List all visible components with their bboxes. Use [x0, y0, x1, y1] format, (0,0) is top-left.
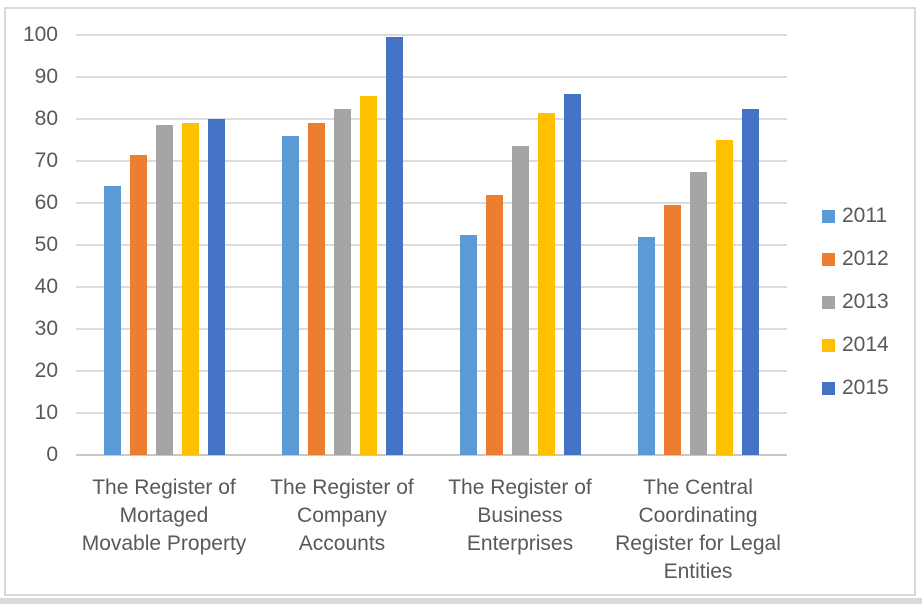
- y-axis-tick-label: 80: [34, 107, 58, 130]
- gridline: [76, 160, 787, 162]
- category-label: The Register of Company Accounts: [270, 476, 414, 555]
- legend-item: 2013: [822, 288, 889, 316]
- legend-item: 2014: [822, 331, 889, 359]
- bar-2015: [208, 119, 226, 455]
- category-label: The Register of Mortaged Movable Propert…: [81, 476, 247, 555]
- bar-2012: [485, 194, 503, 455]
- y-axis-tick-label: 70: [34, 149, 58, 172]
- gridline: [76, 328, 787, 330]
- y-axis-tick-label: 0: [46, 443, 58, 466]
- gridline: [76, 76, 787, 78]
- bar-2011: [104, 186, 122, 455]
- legend-swatch-2013-icon: [822, 295, 835, 309]
- y-axis-tick-label: 40: [34, 275, 58, 298]
- gridline: [76, 202, 787, 204]
- bar-2014: [182, 123, 200, 455]
- gridline: [76, 34, 787, 36]
- bar-2011: [282, 135, 300, 455]
- y-axis-tick-label: 50: [34, 233, 58, 256]
- legend-label: 2012: [842, 247, 889, 270]
- bar-2011: [637, 236, 655, 455]
- bar-2014: [360, 95, 378, 455]
- bar-2015: [386, 37, 404, 455]
- legend-item: 2015: [822, 374, 889, 402]
- legend-swatch-2014-icon: [822, 338, 835, 352]
- y-axis-tick-label: 90: [34, 65, 58, 88]
- bar-2015: [741, 108, 759, 455]
- legend-item: 2011: [822, 202, 887, 230]
- bar-2012: [663, 205, 681, 455]
- gridline: [76, 412, 787, 414]
- gridline: [76, 286, 787, 288]
- legend-label: 2011: [842, 204, 888, 227]
- y-axis-tick-label: 100: [22, 23, 58, 46]
- bar-2014: [537, 112, 555, 455]
- bar-2014: [715, 140, 733, 455]
- legend-item: 2012: [822, 245, 889, 273]
- y-axis-tick-label: 60: [34, 191, 58, 214]
- category-label: The Register of Business Enterprises: [448, 476, 592, 555]
- legend-swatch-2012-icon: [822, 252, 835, 266]
- gridline: [76, 244, 787, 246]
- bar-2013: [689, 171, 707, 455]
- y-axis-tick-label: 30: [34, 317, 58, 340]
- x-axis-line: [76, 454, 787, 456]
- category-label: The Central Coordinating Register for Le…: [615, 476, 781, 583]
- bar-2015: [563, 93, 581, 455]
- legend-label: 2014: [842, 333, 889, 356]
- y-axis-tick-label: 20: [34, 359, 58, 382]
- bar-2013: [511, 146, 529, 455]
- legend-label: 2015: [842, 376, 889, 399]
- legend-swatch-2015-icon: [822, 381, 835, 395]
- bar-2013: [156, 125, 174, 455]
- y-axis-tick-label: 10: [34, 401, 58, 424]
- bar-2012: [130, 154, 148, 455]
- legend-label: 2013: [842, 290, 889, 313]
- legend-swatch-2011-icon: [822, 209, 835, 223]
- bar-2013: [334, 108, 352, 455]
- bar-2012: [308, 123, 326, 455]
- bar-2011: [459, 234, 477, 455]
- window-edge-strip: [0, 598, 922, 604]
- gridline: [76, 118, 787, 120]
- gridline: [76, 370, 787, 372]
